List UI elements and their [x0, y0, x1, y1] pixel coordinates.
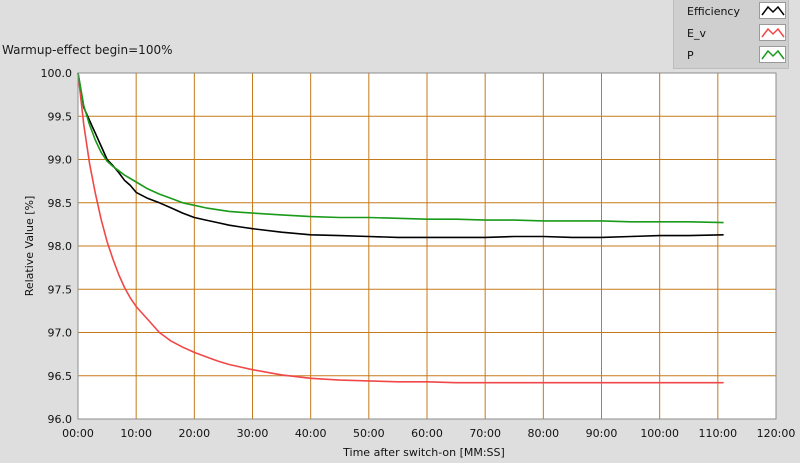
plot-border — [77, 72, 777, 420]
legend-item-ev: E_v — [674, 22, 788, 44]
y-axis-label: Relative Value [%] — [23, 196, 36, 297]
x-tick-label: 80:00 — [527, 427, 559, 440]
series-line-e-v — [77, 72, 724, 384]
legend-line-efficiency-icon — [761, 5, 785, 16]
x-tick-label: 60:00 — [411, 427, 443, 440]
series-lines — [77, 72, 724, 384]
legend: Efficiency E_v P — [673, 0, 789, 69]
y-tick-label: 99.0 — [48, 154, 73, 167]
y-tick-label: 97.5 — [48, 283, 73, 296]
x-tick-labels: 00:00 10:00 20:00 30:00 40:00 50:00 60:00 70:00… — [62, 427, 795, 440]
series-line-efficiency — [77, 72, 724, 239]
series-line-p — [77, 72, 724, 224]
chart-title: Warmup-effect begin=100% — [2, 43, 173, 57]
x-axis-label: Time after switch-on [MM:SS] — [342, 446, 505, 459]
legend-swatch-p[interactable] — [759, 46, 786, 63]
grid-lines — [77, 72, 777, 420]
legend-label-p: P — [687, 49, 694, 62]
y-tick-label: 97.0 — [48, 327, 73, 340]
x-tick-label: 90:00 — [586, 427, 618, 440]
y-tick-label: 100.0 — [41, 67, 73, 80]
x-tick-label: 110:00 — [698, 427, 737, 440]
y-tick-label: 96.0 — [48, 413, 73, 426]
legend-line-ev-icon — [761, 27, 785, 38]
legend-item-efficiency: Efficiency — [674, 0, 788, 22]
x-tick-label: 70:00 — [469, 427, 501, 440]
legend-swatch-ev[interactable] — [759, 24, 786, 41]
plot-area — [78, 73, 776, 419]
y-tick-label: 98.5 — [48, 197, 73, 210]
x-tick-label: 120:00 — [757, 427, 796, 440]
x-tick-label: 00:00 — [62, 427, 94, 440]
legend-item-p: P — [674, 44, 788, 66]
x-tick-label: 40:00 — [295, 427, 327, 440]
legend-label-ev: E_v — [687, 27, 706, 40]
x-tick-label: 100:00 — [640, 427, 679, 440]
x-tick-label: 30:00 — [237, 427, 269, 440]
y-tick-label: 99.5 — [48, 110, 73, 123]
x-tick-label: 50:00 — [353, 427, 385, 440]
x-tick-label: 10:00 — [120, 427, 152, 440]
y-tick-label: 96.5 — [48, 370, 73, 383]
y-tick-labels: 100.0 99.5 99.0 98.5 98.0 97.5 97.0 96.5 96.0 — [41, 67, 73, 426]
x-tick-label: 20:00 — [178, 427, 210, 440]
legend-swatch-efficiency[interactable] — [759, 2, 786, 19]
y-tick-label: 98.0 — [48, 240, 73, 253]
legend-label-efficiency: Efficiency — [687, 5, 740, 18]
legend-line-p-icon — [761, 49, 785, 60]
